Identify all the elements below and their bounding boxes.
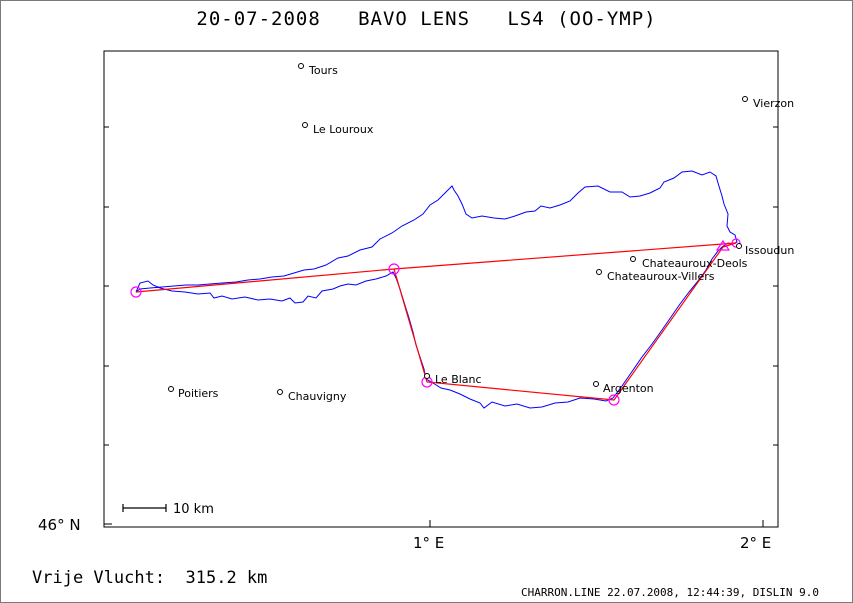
place-label-chateauroux-villers: Chateauroux-Villers [607, 270, 715, 283]
place-label-issoudun: Issoudun [745, 244, 794, 257]
place-marker-poitiers [168, 386, 174, 392]
place-marker-issoudun [736, 243, 742, 249]
finish-triangle [715, 239, 731, 251]
lon-label-1e: 1° E [413, 534, 444, 552]
lat-ticks [104, 126, 778, 525]
lon-label-2e: 2° E [740, 534, 771, 552]
map-border [103, 50, 779, 528]
scale-bar-label: 10 km [173, 502, 214, 517]
place-label-argenton: Argenton [603, 382, 654, 395]
place-markers [168, 63, 748, 395]
place-label-poitiers: Poitiers [178, 387, 219, 400]
place-marker-le-blanc [424, 373, 430, 379]
turnpoints [130, 238, 741, 406]
scale-bar: 10 km [122, 502, 214, 517]
distance-summary: Vrije Vlucht: 315.2 km [32, 568, 268, 588]
place-marker-vierzon [742, 96, 748, 102]
place-label-tours: Tours [308, 64, 338, 77]
page-title: 20-07-2008 BAVO LENS LS4 (OO-YMP) [196, 8, 657, 30]
turnpoint-start [130, 286, 142, 298]
turnpoint-1 [388, 263, 400, 275]
lon-ticks [429, 520, 764, 527]
place-marker-chauvigny [277, 389, 283, 395]
turnpoint-4 [731, 238, 741, 248]
place-label-chauvigny: Chauvigny [288, 390, 347, 403]
credit-line: CHARRON.LINE 22.07.2008, 12:44:39, DISLI… [520, 586, 819, 599]
lat-label-46n: 46° N [38, 516, 81, 534]
place-marker-argenton [593, 381, 599, 387]
place-marker-le-louroux [302, 122, 308, 128]
place-marker-chateauroux-villers [596, 269, 602, 275]
place-marker-chateauroux-deols [630, 256, 636, 262]
place-marker-tours [298, 63, 304, 69]
place-label-vierzon: Vierzon [753, 97, 794, 110]
place-label-le-blanc: Le Blanc [435, 373, 482, 386]
task-route [135, 242, 737, 401]
turnpoint-3 [608, 394, 620, 406]
place-label-le-louroux: Le Louroux [313, 123, 374, 136]
place-label-chateauroux-deols: Chateauroux-Deols [642, 257, 748, 270]
